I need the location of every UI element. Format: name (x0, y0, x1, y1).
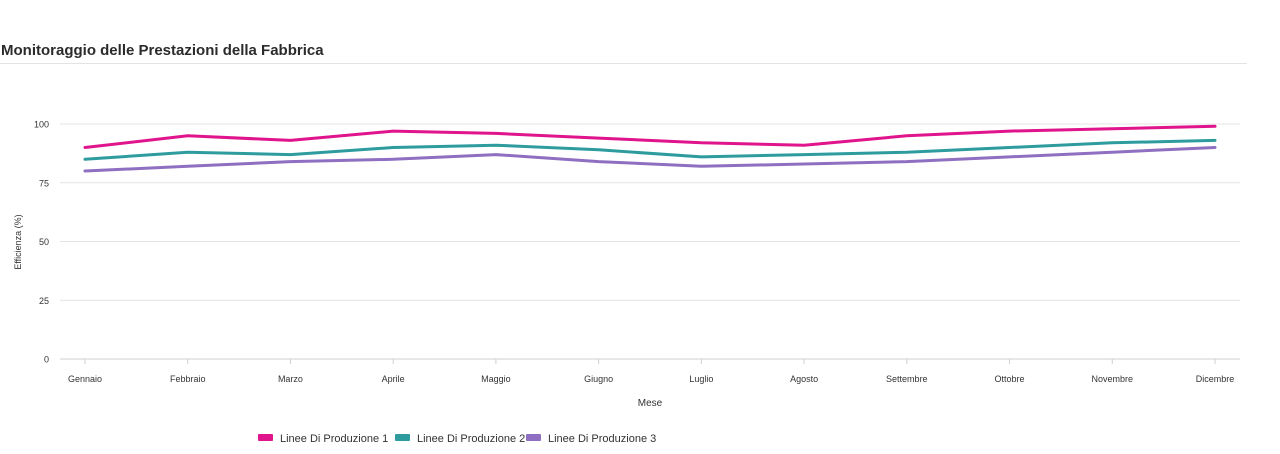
x-axis-title: Mese (638, 398, 663, 409)
y-tick-label: 75 (39, 178, 49, 188)
grid-lines (60, 123, 1240, 360)
legend-item-1[interactable]: Linee Di Produzione 1 (258, 433, 388, 445)
x-tick-label: Dicembre (1196, 374, 1235, 384)
x-tick-label: Maggio (481, 374, 511, 384)
legend-swatch (258, 434, 273, 441)
x-axis: Gennaio Febbraio Marzo Aprile Maggio Giugno Lu… (68, 359, 1234, 384)
y-tick-label: 0 (44, 355, 49, 365)
series-line-1[interactable] (83, 124, 1217, 149)
legend[interactable]: Linee Di Produzione 1 Linee Di Produzione… (258, 433, 656, 445)
legend-swatch (526, 434, 541, 441)
series-line-3[interactable] (83, 146, 1217, 173)
x-tick-label: Ottobre (995, 374, 1025, 384)
x-tick-label: Aprile (382, 374, 405, 384)
legend-label: Linee Di Produzione 1 (280, 433, 388, 445)
chart-header: Monitoraggio delle Prestazioni della Fab… (0, 0, 1247, 64)
legend-item-2[interactable]: Linee Di Produzione 2 (395, 433, 525, 445)
y-tick-label: 50 (39, 237, 49, 247)
y-tick-label: 25 (39, 296, 49, 306)
legend-swatch (395, 434, 410, 441)
x-tick-label: Settembre (886, 374, 928, 384)
y-axis: 0 25 50 75 100 (34, 120, 49, 365)
legend-label: Linee Di Produzione 3 (548, 433, 656, 445)
y-tick-label: 100 (34, 120, 49, 130)
series-line-2[interactable] (83, 138, 1217, 161)
x-tick-label: Febbraio (170, 374, 206, 384)
x-tick-label: Agosto (790, 374, 818, 384)
x-tick-label: Giugno (584, 374, 613, 384)
series-lines (83, 124, 1217, 173)
y-axis-title: Efficienza (%) (13, 214, 23, 269)
x-tick-label: Marzo (278, 374, 303, 384)
x-tick-label: Luglio (689, 374, 713, 384)
legend-label: Linee Di Produzione 2 (417, 433, 525, 445)
chart-title: Monitoraggio delle Prestazioni della Fab… (1, 42, 324, 59)
x-tick-label: Gennaio (68, 374, 102, 384)
x-tick-label: Novembre (1092, 374, 1134, 384)
legend-item-3[interactable]: Linee Di Produzione 3 (526, 433, 656, 445)
